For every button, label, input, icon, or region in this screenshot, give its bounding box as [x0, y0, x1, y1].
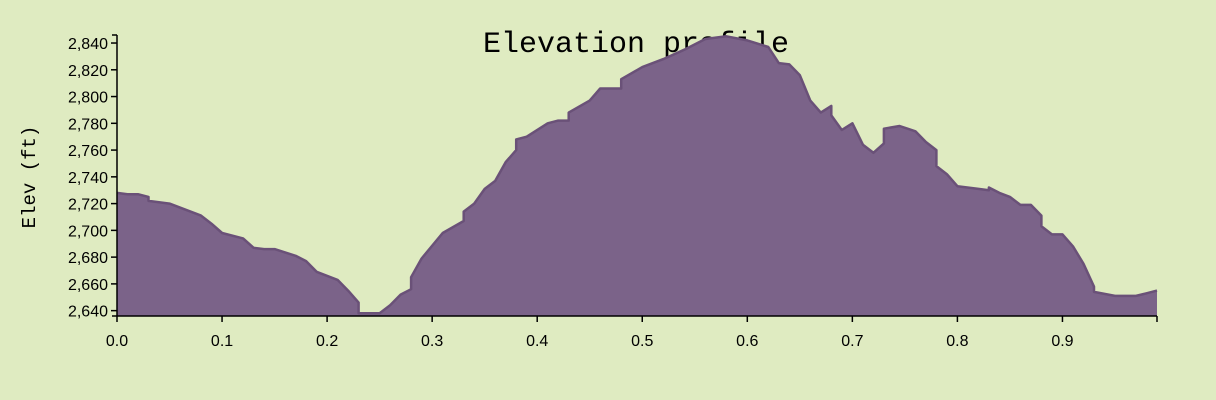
x-tick-label: 0.7 [841, 333, 863, 350]
x-tick-label: 0.5 [631, 333, 653, 350]
y-tick-label: 2,780 [68, 116, 108, 133]
x-tick-label: 0.6 [736, 333, 758, 350]
y-tick-label: 2,720 [68, 197, 108, 214]
y-tick-label: 2,640 [68, 304, 108, 321]
y-tick-label: 2,820 [68, 63, 108, 80]
y-tick-label: 2,660 [68, 277, 108, 294]
y-tick-label: 2,840 [68, 36, 108, 53]
y-axis: 2,640 2,660 2,680 2,700 2,720 2,740 2,760 2,780… [68, 34, 118, 321]
y-tick-label: 2,800 [68, 90, 108, 107]
x-tick-label: 0.0 [106, 333, 128, 350]
x-tick-label: 0.4 [526, 333, 548, 350]
x-tick-label: 0.2 [316, 333, 338, 350]
x-tick-label: 0.1 [211, 333, 233, 350]
plot-area [116, 35, 1158, 317]
elevation-area [117, 36, 1157, 317]
x-tick-label: 0.9 [1051, 333, 1073, 350]
x-axis: 0.0 0.1 0.2 0.3 0.4 0.5 0.6 0.7 0.8 0.9 [106, 315, 1158, 350]
y-axis-label: Elev (ft) [19, 126, 41, 229]
elevation-line [116, 35, 1158, 315]
y-tick-label: 2,760 [68, 143, 108, 160]
y-tick-label: 2,700 [68, 223, 108, 240]
x-tick-label: 0.8 [946, 333, 968, 350]
x-tick-label: 0.3 [421, 333, 443, 350]
y-tick-label: 2,680 [68, 250, 108, 267]
y-tick-label: 2,740 [68, 170, 108, 187]
